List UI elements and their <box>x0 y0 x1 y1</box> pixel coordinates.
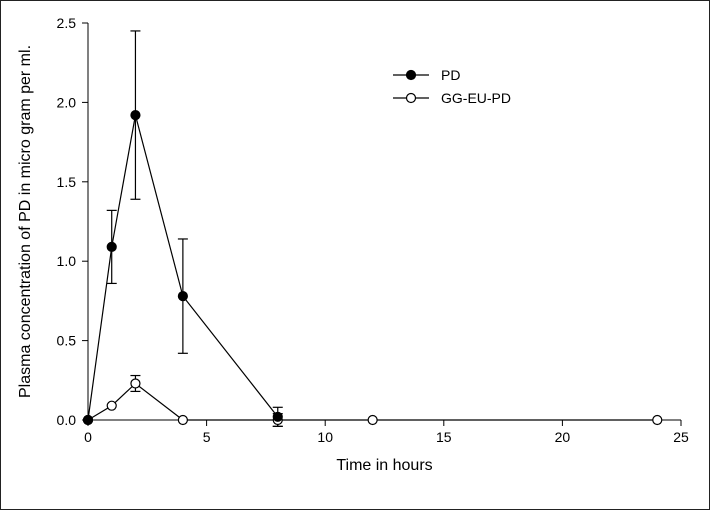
data-point-filled <box>106 241 117 253</box>
legend-marker <box>405 92 417 104</box>
y-tick-label: 1.0 <box>57 253 77 269</box>
error-bars <box>106 30 283 427</box>
y-tick-label: 2.5 <box>57 15 77 31</box>
data-point-filled <box>272 411 283 422</box>
legend-marker <box>405 69 417 81</box>
data-point-open <box>130 378 141 389</box>
x-axis-label: Time in hours <box>336 457 432 474</box>
y-tick-label: 2.0 <box>57 94 77 110</box>
ticks: 0 5 10 15 20 25 0.0 0.5 1.0 1.5 2.0 2.5 <box>57 15 689 445</box>
series-line <box>87 382 658 421</box>
data-points <box>82 110 663 426</box>
data-point-filled <box>177 291 188 302</box>
data-point-open <box>177 414 188 426</box>
y-tick-label: 0.0 <box>57 412 77 428</box>
x-tick-label: 15 <box>436 429 452 445</box>
series-lines <box>87 114 658 421</box>
x-tick-label: 10 <box>317 429 333 445</box>
data-point-filled <box>82 414 94 426</box>
data-point-open <box>367 414 378 426</box>
y-tick-label: 1.5 <box>57 174 77 190</box>
data-point-open <box>652 414 663 426</box>
data-point-filled <box>130 110 141 121</box>
y-tick-label: 0.5 <box>57 333 77 349</box>
x-tick-label: 0 <box>84 429 92 445</box>
x-tick-label: 25 <box>673 429 689 445</box>
legend: PD GG-EU-PD <box>393 67 511 106</box>
axes <box>87 23 681 421</box>
x-tick-label: 20 <box>555 429 571 445</box>
legend-label: GG-EU-PD <box>441 90 511 106</box>
legend-label: PD <box>441 67 460 83</box>
data-point-open <box>106 400 117 411</box>
y-axis-label: Plasma concentration of PD in micro gram… <box>17 45 34 398</box>
x-tick-label: 5 <box>203 429 211 445</box>
